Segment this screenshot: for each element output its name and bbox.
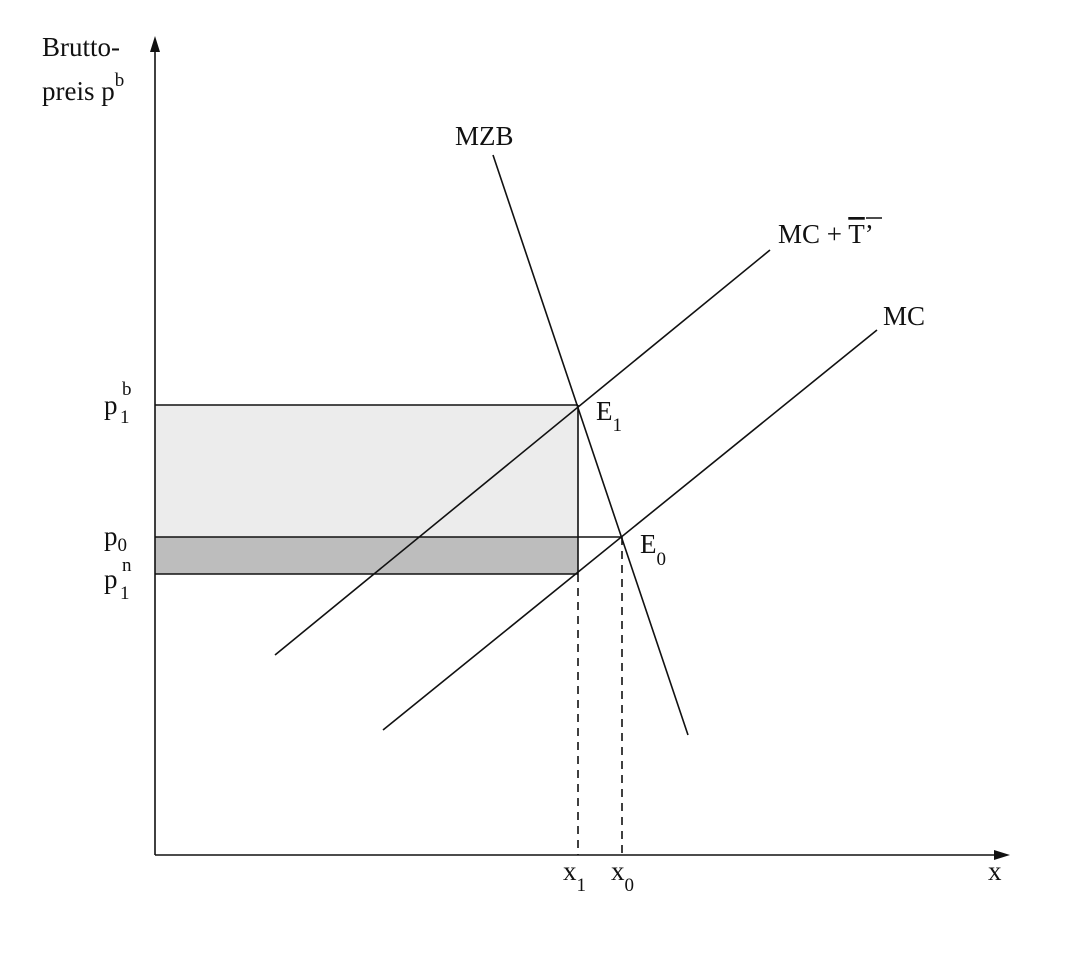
label-sub: 0	[625, 875, 635, 896]
mc-curve	[382, 329, 878, 731]
point-label: E0	[640, 529, 666, 570]
label-text: ’	[865, 219, 874, 249]
label-sub: 0	[657, 549, 667, 570]
tax-revenue-consumer	[155, 405, 578, 537]
mc-tax-curve	[274, 249, 771, 656]
quantity-label: x0	[611, 856, 634, 896]
price-label: p	[104, 564, 118, 594]
y-axis-label-line2: preis pb	[42, 70, 124, 106]
label-overline: T	[848, 219, 865, 249]
label-text: preis p	[42, 76, 115, 106]
label-text: p	[104, 521, 118, 551]
quantity-label: x1	[563, 856, 586, 896]
price-label: p0	[104, 521, 127, 556]
y-axis-label-line1: Brutto-	[42, 32, 120, 62]
curve-label: MC + T’	[778, 219, 874, 249]
price-label: p	[104, 390, 118, 420]
price-sub: 1	[120, 583, 130, 604]
label-sup: b	[115, 70, 125, 91]
label-text: x	[611, 856, 625, 886]
y-axis-arrow	[150, 36, 160, 52]
price-sub: 1	[120, 407, 130, 428]
curve-label: MZB	[455, 121, 514, 151]
label-text: E	[596, 396, 613, 426]
point-label: E1	[596, 396, 622, 436]
label-text: MC +	[778, 219, 848, 249]
mzb-curve	[492, 154, 689, 736]
tax-revenue-producer	[155, 537, 578, 574]
label-sub: 1	[613, 415, 623, 436]
label-sub: 0	[118, 535, 128, 556]
x-axis-arrow	[994, 850, 1010, 860]
label-text: E	[640, 529, 657, 559]
price-sup: b	[122, 379, 132, 400]
curve-label: MC	[883, 301, 925, 331]
label-sub: 1	[577, 875, 587, 896]
x-axis-label: x	[988, 856, 1002, 886]
price-sup: n	[122, 555, 132, 576]
label-text: x	[563, 856, 577, 886]
